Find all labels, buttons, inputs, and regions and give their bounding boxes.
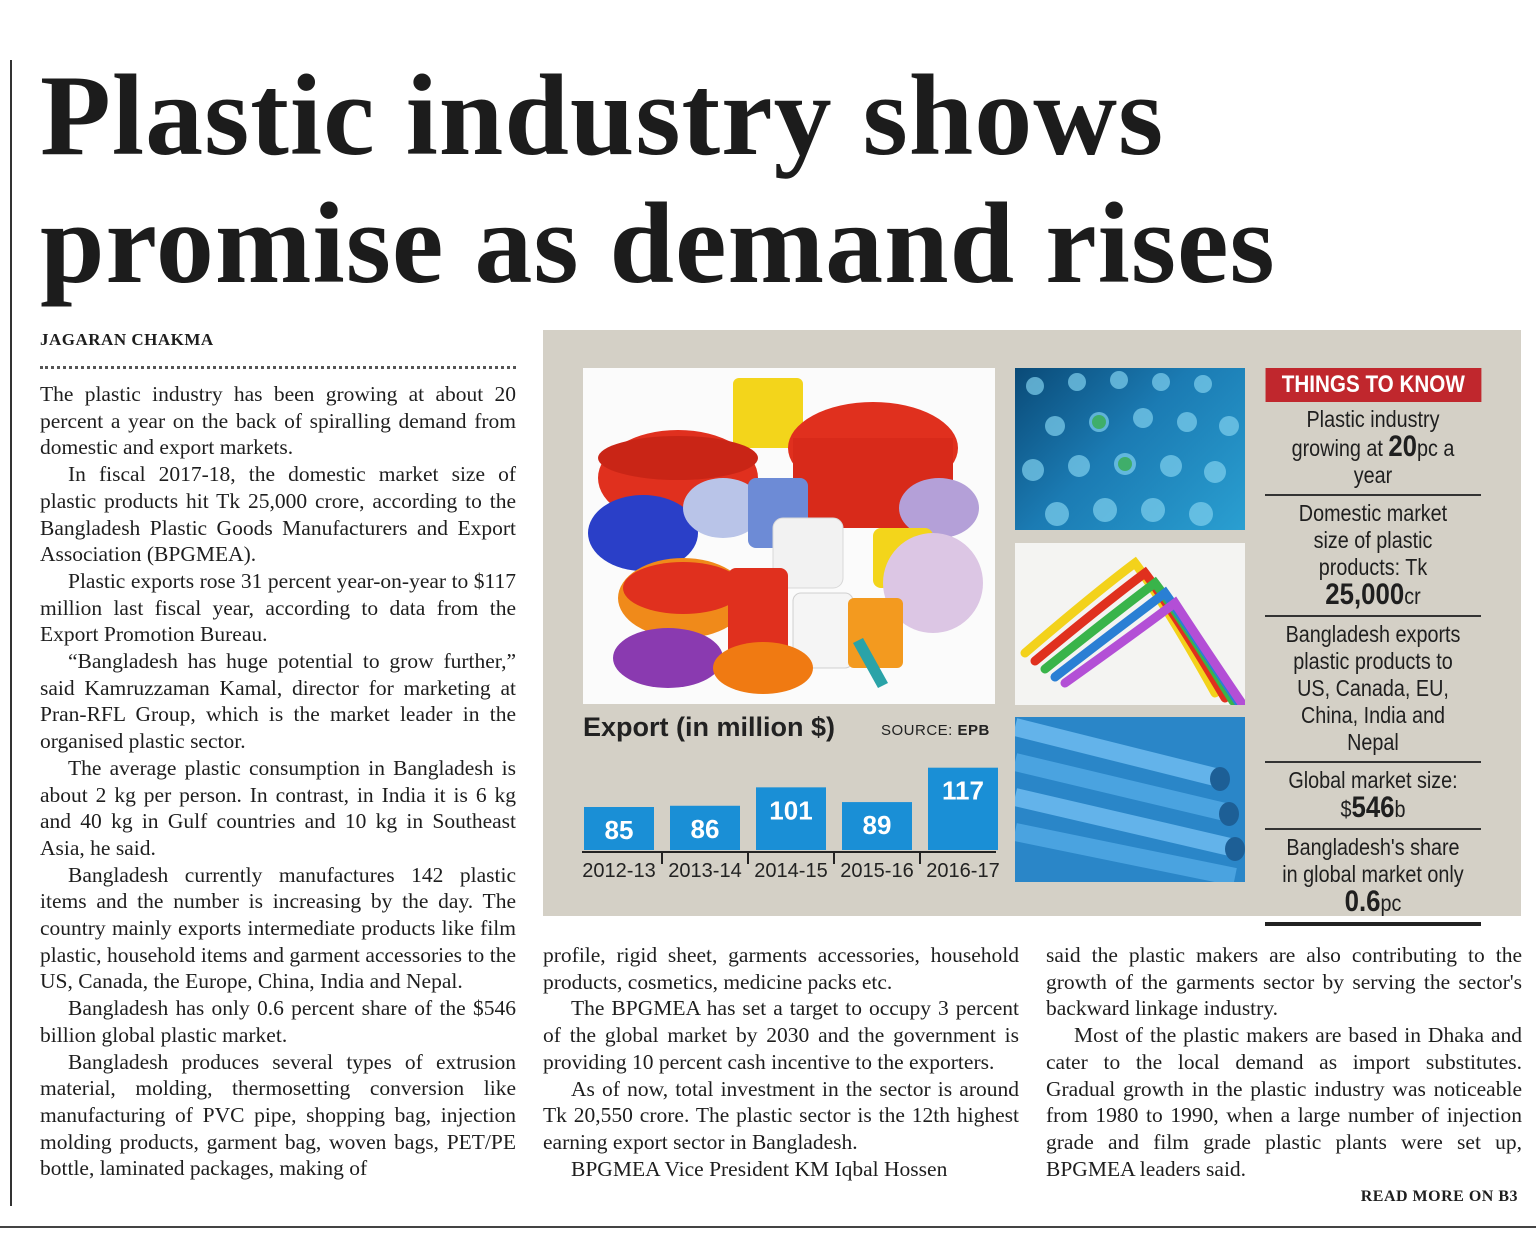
things-to-know-box: THINGS TO KNOW Plastic industry growing …	[1265, 368, 1481, 926]
body-column-2: profile, rigid sheet, garments accessori…	[543, 942, 1019, 1182]
paragraph: Bangladesh has only 0.6 percent share of…	[40, 996, 516, 1047]
bar-value-label: 86	[691, 814, 720, 844]
fact-number: 546	[1351, 791, 1395, 824]
fact-item: Bangladesh exports plastic products to U…	[1265, 617, 1481, 763]
fact-number: 20	[1388, 430, 1418, 463]
fact-unit: pc a year	[1353, 435, 1455, 488]
paragraph: said the plastic makers are also contrib…	[1046, 943, 1522, 1021]
fact-text: Bangladesh exports plastic products to U…	[1285, 621, 1461, 755]
paragraph: Plastic exports rose 31 percent year-on-…	[40, 568, 516, 647]
paragraph: Most of the plastic makers are based in …	[1046, 1023, 1522, 1181]
fact-text: Global market size: $	[1288, 767, 1458, 822]
fact-unit: pc	[1380, 890, 1402, 916]
headline-line-2: promise as demand rises	[40, 180, 1276, 308]
read-more-link[interactable]: READ MORE ON B3	[1360, 1188, 1518, 1205]
paragraph: The average plastic consumption in Bangl…	[40, 755, 516, 860]
bar	[584, 807, 654, 850]
column-rule-left	[10, 60, 12, 1206]
body-column-3: said the plastic makers are also contrib…	[1046, 942, 1522, 1182]
bar-value-label: 117	[942, 776, 984, 806]
fact-item: Bangladesh's share in global market only…	[1265, 830, 1481, 926]
fact-text: Domestic market size of plastic products…	[1298, 500, 1448, 580]
bar	[928, 767, 998, 850]
fact-text: Bangladesh's share in global market only	[1282, 834, 1464, 887]
paragraph: The plastic industry has been growing at…	[40, 382, 516, 460]
paragraph: Bangladesh produces several types of ext…	[40, 1049, 516, 1181]
bar	[670, 805, 740, 850]
chart-source-label: SOURCE:	[881, 722, 953, 739]
fact-item: Domestic market size of plastic products…	[1265, 496, 1481, 617]
paragraph: As of now, total investment in the secto…	[543, 1076, 1019, 1154]
x-tick-label: 2013-14	[668, 860, 741, 882]
bar	[842, 802, 912, 850]
plastic-bottles-photo	[1015, 368, 1245, 530]
headline-line-1: Plastic industry shows	[40, 52, 1165, 180]
paragraph: profile, rigid sheet, garments accessori…	[543, 943, 1019, 994]
x-tick-label: 2014-15	[754, 860, 827, 882]
chart-source: SOURCE: EPB	[881, 722, 990, 739]
paragraph: Bangladesh currently manufactures 142 pl…	[40, 862, 516, 994]
things-to-know-heading: THINGS TO KNOW	[1265, 368, 1481, 402]
bar-value-label: 89	[863, 810, 892, 840]
fact-unit: b	[1394, 796, 1406, 822]
body-column-1: The plastic industry has been growing at…	[40, 381, 516, 1182]
plastic-hangers-photo	[1015, 543, 1245, 705]
paragraph: “Bangladesh has huge potential to grow f…	[40, 649, 516, 754]
fact-number: 0.6	[1344, 885, 1381, 918]
byline-dotted-rule	[40, 366, 516, 369]
household-plastics-photo	[583, 368, 995, 704]
chart-title: Export (in million $)	[583, 712, 836, 742]
fact-number: 25,000	[1325, 578, 1405, 611]
byline: JAGARAN CHAKMA	[40, 330, 214, 349]
fact-unit: cr	[1404, 583, 1421, 609]
export-bar-chart: 85 2012-13 86 2013-14 101 2014-15 89 2015-16 117…	[582, 767, 1000, 882]
paragraph: BPGMEA Vice President KM Iqbal Hossen	[571, 1156, 948, 1181]
fact-item: Global market size: $546b	[1265, 763, 1481, 830]
x-tick-label: 2016-17	[926, 860, 999, 882]
page-bottom-rule	[0, 1226, 1536, 1228]
x-tick-label: 2012-13	[582, 860, 655, 882]
bar-value-label: 101	[769, 795, 812, 825]
headline: Plastic industry shows promise as demand…	[40, 52, 1520, 308]
x-tick-label: 2015-16	[840, 860, 913, 882]
pvc-pipes-photo	[1015, 717, 1245, 882]
paragraph: In fiscal 2017-18, the domestic market s…	[40, 462, 516, 567]
fact-item: Plastic industry growing at 20pc a year	[1265, 402, 1481, 496]
fact-text: Plastic industry growing at	[1291, 406, 1440, 461]
chart-source-name: EPB	[957, 722, 990, 739]
bar	[756, 787, 826, 850]
paragraph: The BPGMEA has set a target to occupy 3 …	[543, 996, 1019, 1074]
bar-value-label: 85	[605, 815, 634, 845]
